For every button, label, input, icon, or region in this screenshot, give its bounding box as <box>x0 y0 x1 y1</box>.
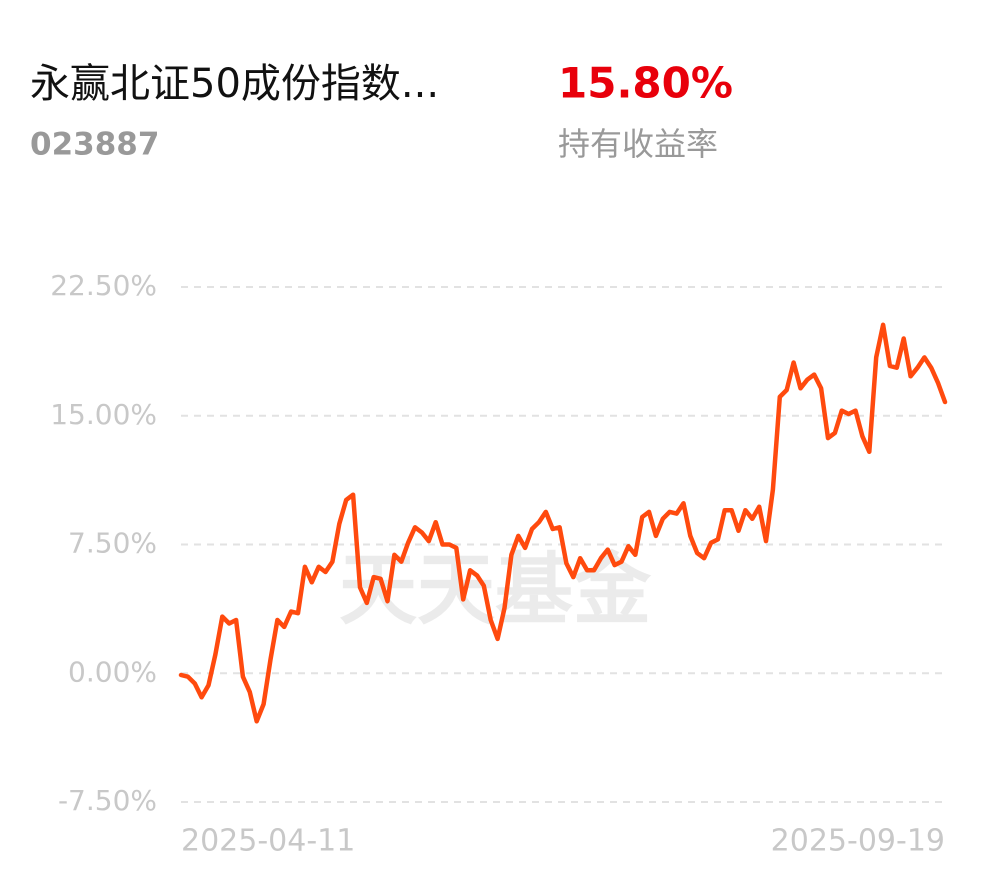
y-tick-label: -7.50% <box>58 784 157 817</box>
fund-code: 023887 <box>30 127 159 163</box>
x-tick-label: 2025-09-19 <box>771 824 945 859</box>
y-tick-label: 22.50% <box>50 269 157 302</box>
x-tick-label: 2025-04-11 <box>181 824 355 859</box>
return-value: 15.80% <box>558 59 733 108</box>
fund-title: 永赢北证50成份指数... <box>30 61 439 107</box>
return-label: 持有收益率 <box>558 125 718 163</box>
y-tick-label: 15.00% <box>50 398 157 431</box>
y-tick-label: 7.50% <box>68 527 157 560</box>
y-tick-label: 0.00% <box>68 655 157 688</box>
return-line <box>178 322 948 724</box>
